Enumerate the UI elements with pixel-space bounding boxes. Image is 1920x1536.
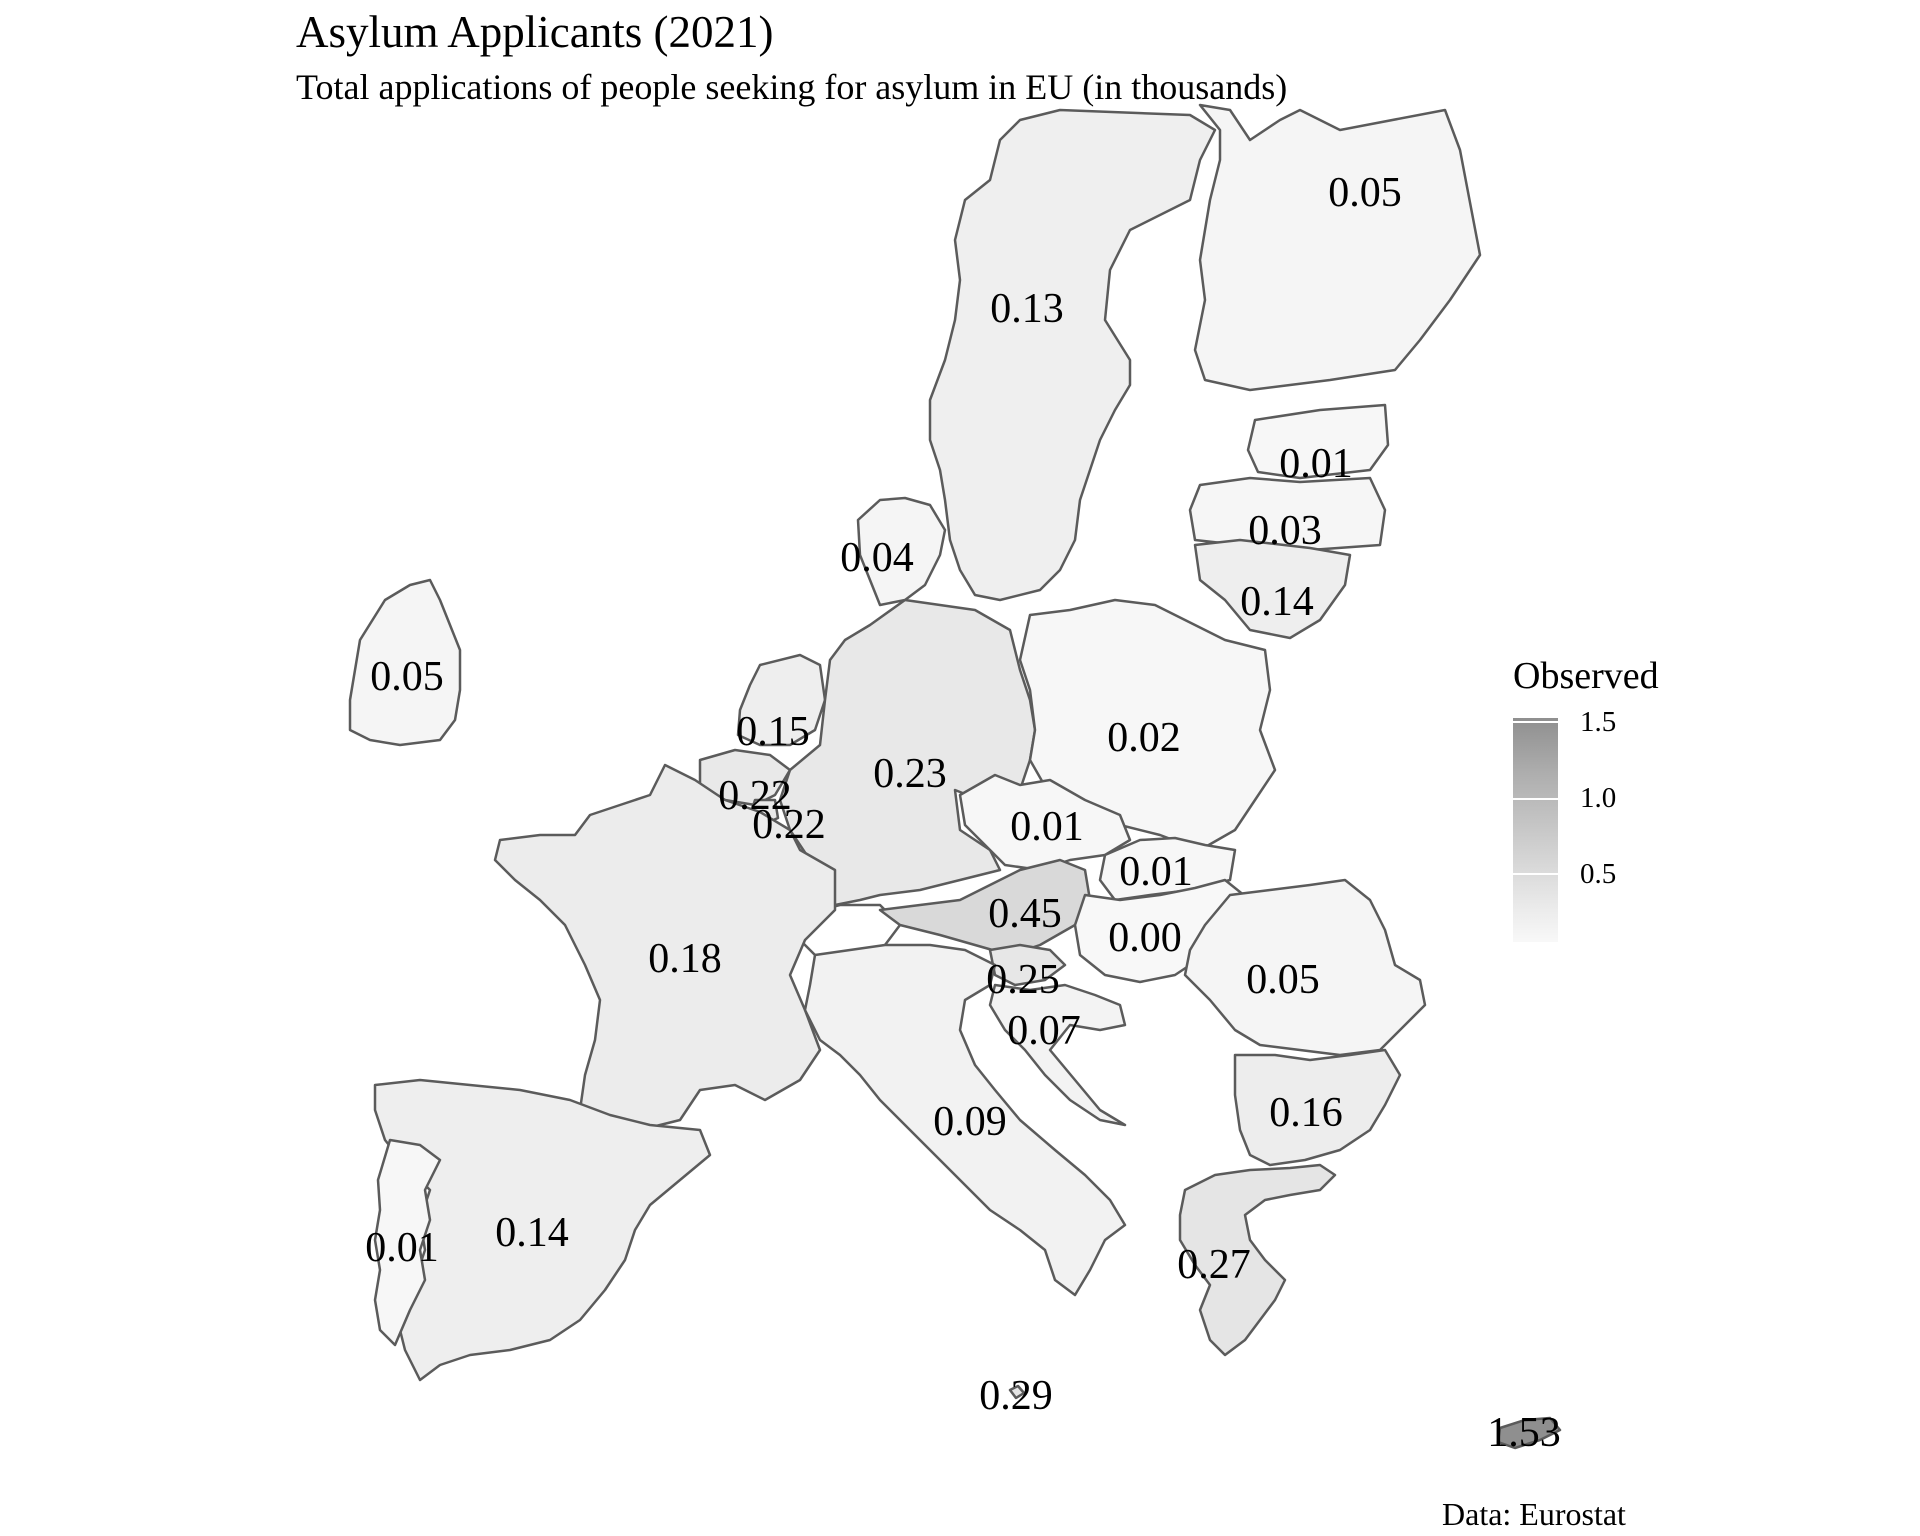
value-label-portugal: 0.01 [365,1225,439,1271]
legend-tick [1513,873,1558,875]
country-greece [1178,1163,1337,1357]
country-sweden [928,108,1217,602]
country-czechia [958,773,1132,872]
country-denmark [856,496,947,607]
value-label-italy: 0.09 [933,1099,1007,1145]
country-poland [1018,598,1277,852]
value-label-malta: 0.29 [979,1373,1053,1419]
data-source-caption: Data: Eurostat [1442,1496,1626,1532]
legend-colorbar [1513,718,1558,942]
legend-tick-label: 1.5 [1580,706,1617,738]
legend-tick-label: 1.0 [1580,782,1617,814]
value-label-luxembourg: 0.22 [752,802,826,848]
value-label-latvia: 0.03 [1248,508,1322,554]
value-label-belgium: 0.22 [718,773,792,819]
value-label-czechia: 0.01 [1010,804,1084,850]
legend-tick [1513,798,1558,800]
country-portugal [373,1138,442,1347]
legend-title: Observed [1513,655,1659,697]
value-label-sweden: 0.13 [990,286,1064,332]
country-ireland [348,578,462,747]
country-finland [1193,103,1482,392]
value-label-austria: 0.45 [988,891,1062,937]
country-slovenia [988,943,1067,987]
legend-tick [1513,721,1558,723]
country-lithuania [1193,538,1352,640]
value-label-slovakia: 0.01 [1119,849,1193,895]
value-label-greece: 0.27 [1177,1242,1251,1288]
value-label-romania: 0.05 [1246,957,1320,1003]
country-bulgaria [1233,1048,1402,1167]
country-estonia [1246,403,1390,480]
value-label-croatia: 0.07 [1007,1008,1081,1054]
value-label-hungary: 0.00 [1108,915,1182,961]
value-label-france: 0.18 [648,936,722,982]
map-title: Asylum Applicants (2021) [296,7,774,57]
value-label-netherlands: 0.15 [736,709,810,755]
value-label-spain: 0.14 [495,1210,569,1256]
country-shapes [348,103,1562,1450]
country-cyprus [1496,1416,1562,1450]
value-label-cyprus: 1.53 [1487,1410,1561,1456]
country-netherlands [736,653,827,747]
legend-tick-label: 0.5 [1580,858,1617,890]
value-label-estonia: 0.01 [1279,441,1353,487]
value-label-poland: 0.02 [1107,715,1181,761]
value-label-germany: 0.23 [873,751,947,797]
map-subtitle: Total applications of people seeking for… [296,67,1288,107]
country-slovakia [1098,836,1237,902]
value-label-denmark: 0.04 [840,535,914,581]
value-labels: 0.05 0.13 0.01 0.03 0.14 0.04 0.05 0.15 0.23 0.02… [365,170,1561,1456]
country-italy [803,943,1127,1297]
value-label-finland: 0.05 [1328,170,1402,216]
country-germany [778,598,1037,907]
country-malta [1008,1384,1026,1400]
value-label-lithuania: 0.14 [1240,579,1314,625]
country-croatia [988,983,1127,1127]
value-label-slovenia: 0.25 [986,957,1060,1003]
country-latvia [1188,476,1387,552]
value-label-bulgaria: 0.16 [1269,1090,1343,1136]
country-romania [1183,878,1427,1057]
value-label-ireland: 0.05 [370,654,444,700]
